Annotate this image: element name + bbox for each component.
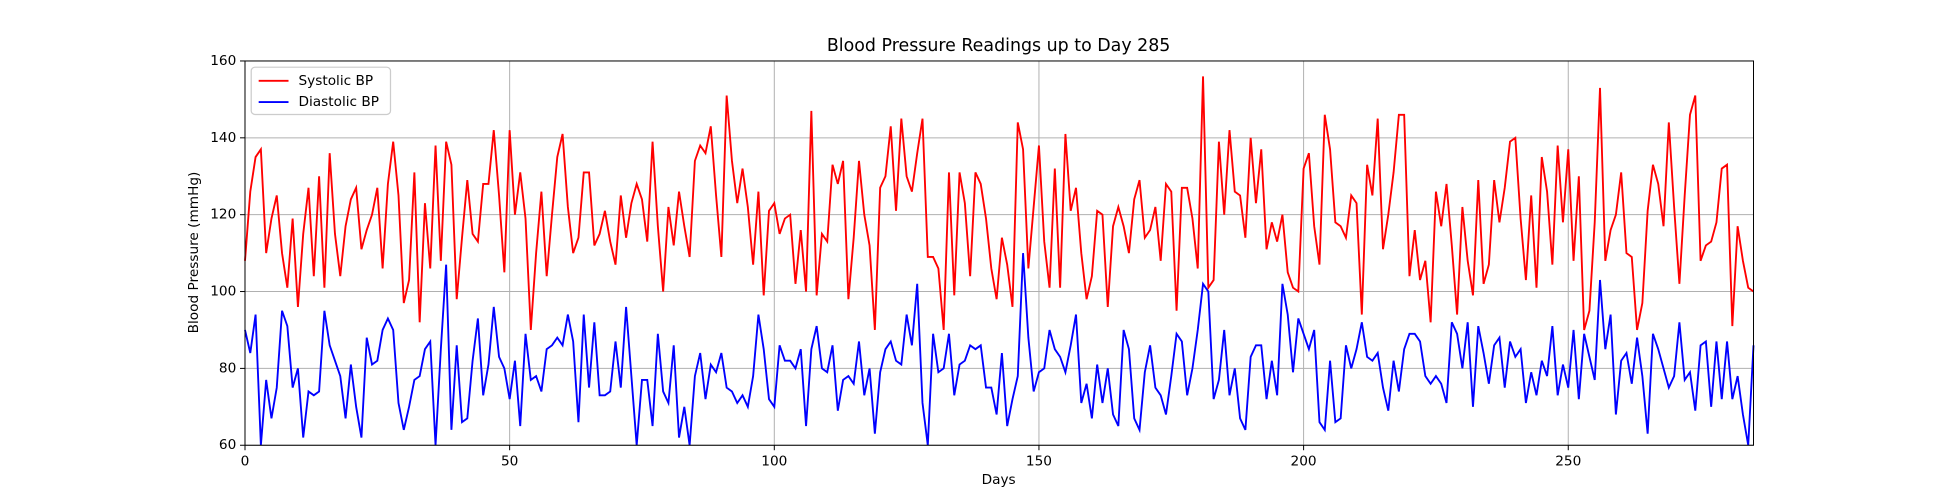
y-tick-label: 60	[219, 437, 236, 453]
x-tick-label: 250	[1555, 453, 1581, 469]
x-tick-label: 0	[241, 453, 250, 469]
legend-label: Diastolic BP	[298, 94, 379, 110]
x-tick-label: 200	[1291, 453, 1317, 469]
x-tick-label: 100	[761, 453, 787, 469]
x-tick-label: 50	[501, 453, 518, 469]
y-tick-label: 140	[210, 130, 236, 146]
y-tick-label: 100	[210, 284, 236, 300]
x-tick-label: 150	[1026, 453, 1052, 469]
y-tick-label: 160	[210, 53, 236, 69]
x-axis-label: Days	[982, 472, 1016, 488]
plot-frame	[244, 60, 1755, 446]
series-line	[244, 76, 1755, 331]
chart-title: Blood Pressure Readings up to Day 285	[827, 36, 1171, 56]
y-axis-label: Blood Pressure (mmHg)	[186, 172, 202, 334]
legend-label: Systolic BP	[298, 73, 373, 89]
y-tick-label: 120	[210, 207, 236, 223]
y-tick-label: 80	[219, 360, 236, 376]
series-line	[244, 253, 1755, 446]
